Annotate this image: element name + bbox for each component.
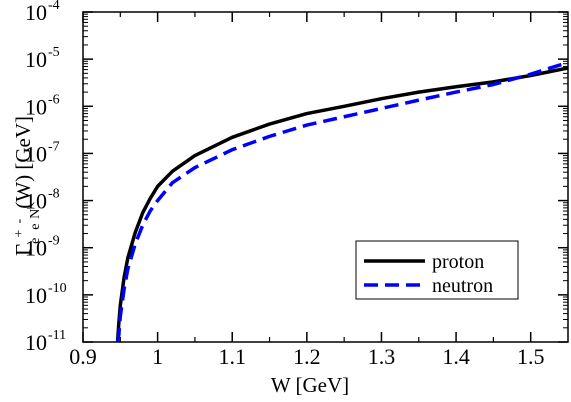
y-tick-label: 10 (25, 189, 47, 214)
y-tick-exponent: -8 (48, 187, 60, 202)
series-line-proton (115, 66, 568, 342)
x-tick-label: 0.9 (69, 344, 97, 369)
y-label-sub-e1: e (28, 238, 43, 244)
y-tick-exponent: -5 (48, 45, 60, 60)
y-tick-label: 10 (25, 236, 47, 261)
plot-frame (82, 11, 569, 343)
y-tick-exponent: -6 (48, 92, 60, 107)
y-tick-exponent: -4 (48, 0, 60, 13)
y-tick-label: 10 (25, 330, 47, 355)
y-tick-exponent: -10 (48, 281, 67, 296)
y-tick-label: 10 (25, 47, 47, 72)
y-tick-exponent: -7 (48, 139, 60, 154)
y-tick-exponent: -11 (48, 328, 66, 343)
svg-text:Γe+e-N(W) [GeV]: Γe+e-N(W) [GeV] (11, 116, 43, 256)
y-label-sub-e2: e (28, 224, 43, 230)
y-tick-label: 10 (25, 283, 47, 308)
y-label-sup-minus: - (12, 219, 27, 224)
y-tick-label: 10 (25, 94, 47, 119)
legend-neutron-label: neutron (432, 275, 493, 297)
y-label-rest: (W) [GeV] (11, 116, 35, 209)
legend: proton neutron (355, 240, 519, 300)
y-tick-label: 10 (25, 0, 47, 25)
y-label-sup-plus: + (12, 230, 27, 238)
legend-proton-label: proton (432, 251, 484, 273)
series-layer (115, 60, 568, 342)
x-tick-label: 1.1 (218, 344, 246, 369)
x-tick-label: 1.4 (442, 344, 470, 369)
x-tick-label: 1 (152, 344, 163, 369)
series-line-neutron (115, 60, 568, 342)
legend-box (355, 240, 519, 300)
y-tick-label: 10 (25, 141, 47, 166)
x-tick-label: 1.3 (368, 344, 396, 369)
x-axis-label: W [GeV] (271, 373, 349, 397)
y-label-sub-n: N (28, 209, 43, 219)
y-axis-label: Γe+e-N(W) [GeV] (11, 116, 43, 256)
x-tick-label: 1.2 (293, 344, 321, 369)
x-tick-label: 1.5 (517, 344, 545, 369)
y-label-gamma: Γ (11, 244, 35, 256)
y-tick-exponent: -9 (48, 234, 60, 249)
